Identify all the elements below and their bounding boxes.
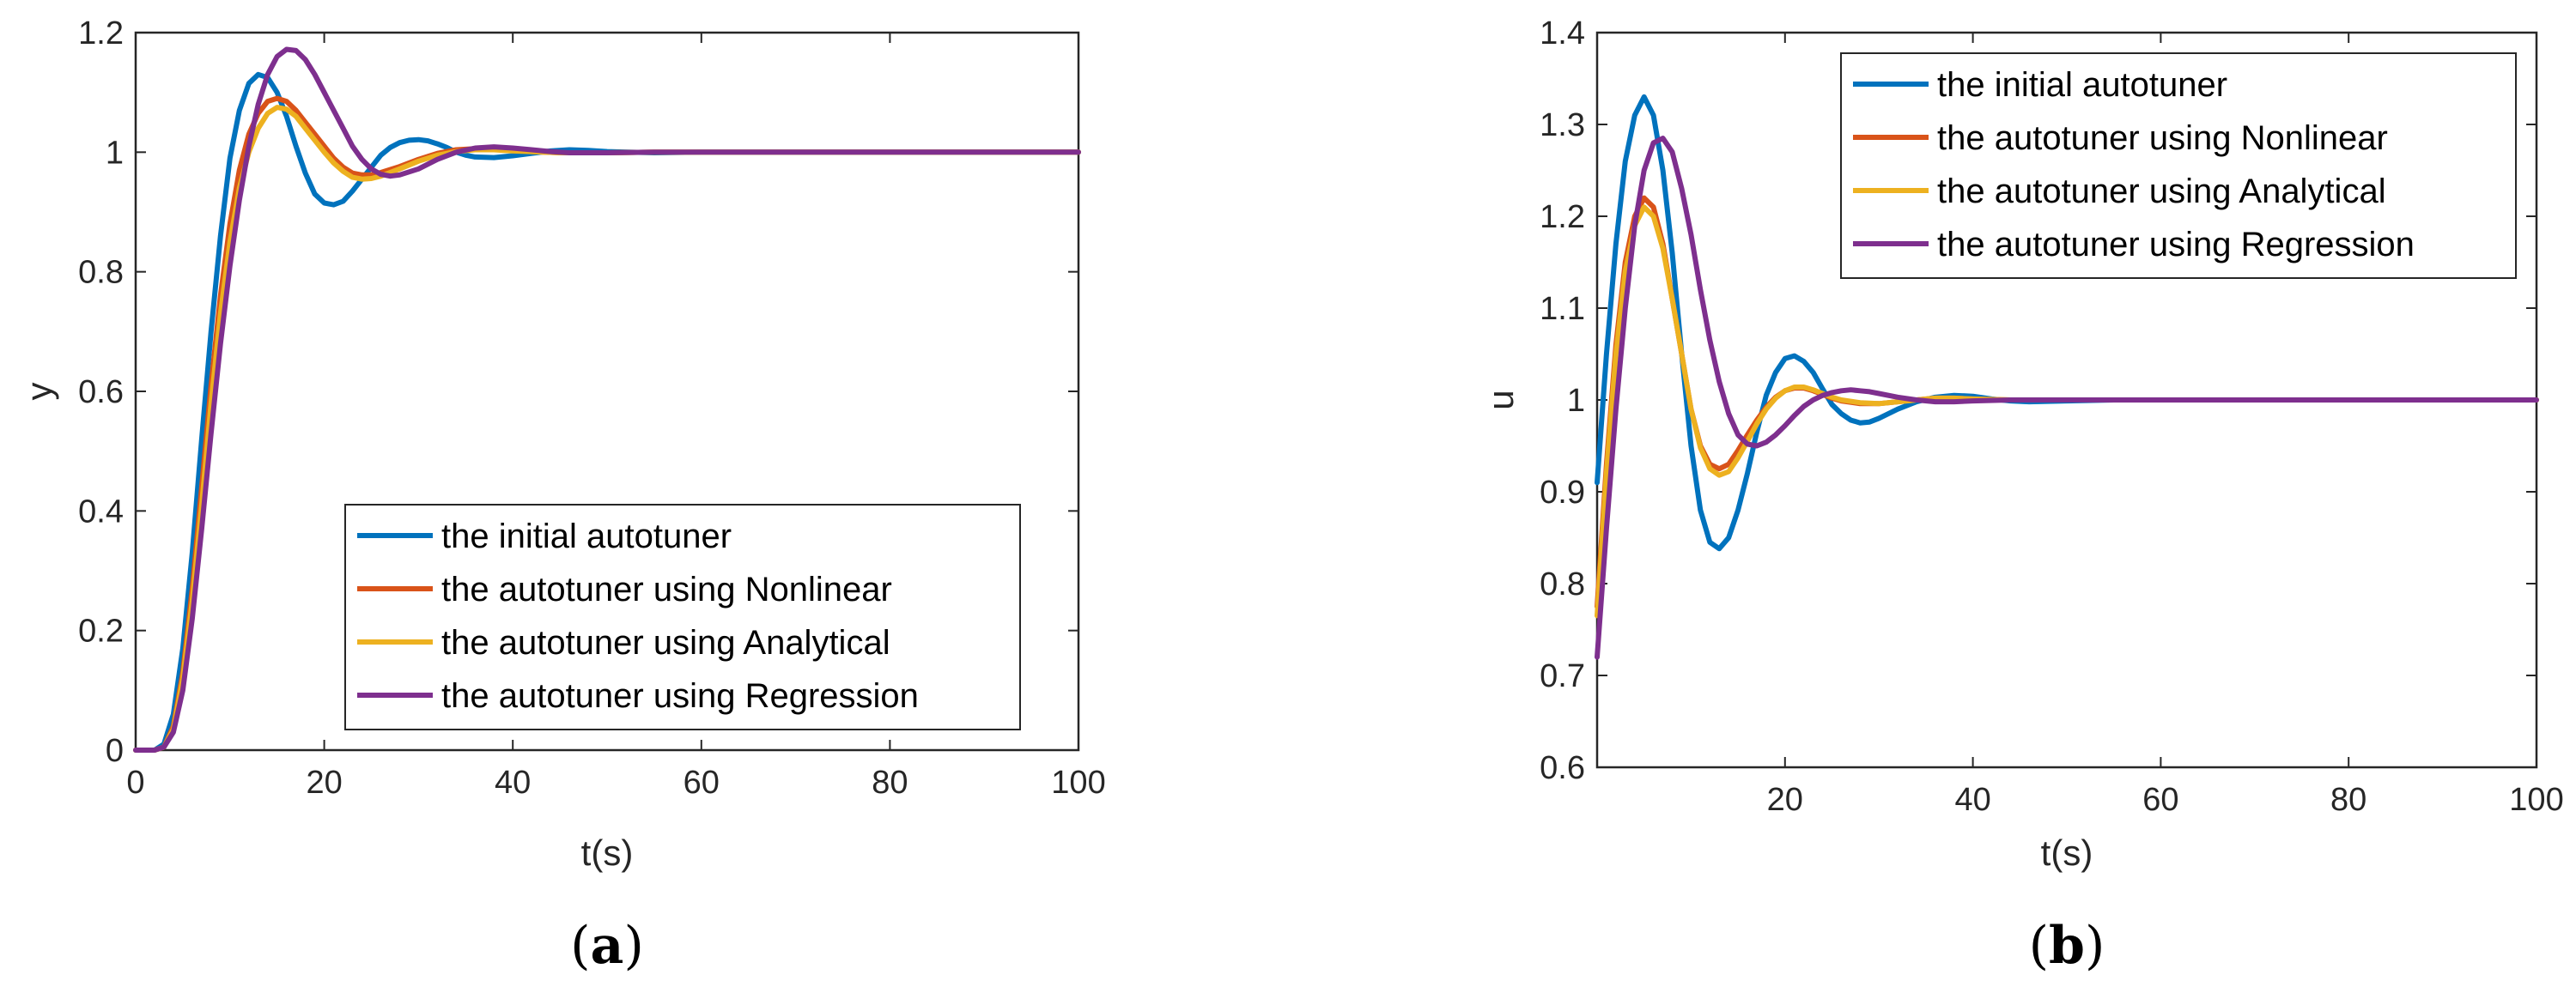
x-tick-label: 40: [495, 765, 531, 801]
legend-label-nonlinear: the autotuner using Nonlinear: [441, 571, 892, 609]
y-tick-label: 0: [106, 733, 124, 769]
legend-label-initial: the initial autotuner: [1937, 66, 2227, 104]
legend-items-b: the initial autotuner the autotuner using…: [1853, 66, 2415, 263]
y-tick-label: 1.3: [1540, 107, 1585, 143]
chart-b: 20 40 60 80 100 0.6 0.7 0.8 0.9 1 1.1 1.2 1.3 1.4 t(s…: [1480, 15, 2564, 976]
y-axis-label-b: u: [1480, 390, 1521, 409]
x-tick-label: 20: [306, 765, 342, 801]
y-tick-label: 0.6: [1540, 750, 1585, 786]
legend-label-regression: the autotuner using Regression: [1937, 226, 2415, 263]
panel-label-a: (a): [570, 916, 644, 976]
x-axis-label-a: t(s): [581, 833, 634, 873]
y-axis-label-a: y: [19, 383, 59, 401]
series-lines-b: [1595, 94, 2539, 660]
x-tick-label: 60: [2142, 782, 2178, 818]
y-tick-label: 0.2: [78, 614, 124, 650]
legend-box-b: [1840, 52, 2517, 279]
legend-a: the initial autotuner the autotuner using…: [344, 504, 1021, 730]
series-line-regression: [1595, 136, 2539, 660]
ticks-a: 0 20 40 60 80 100 0 0.2 0.4 0.6 0.8 1 1.2: [78, 15, 1106, 801]
y-tick-label: 1.1: [1540, 291, 1585, 327]
x-tick-label: 20: [1767, 782, 1803, 818]
y-tick-label: 0.4: [78, 494, 124, 530]
legend-label-regression: the autotuner using Regression: [441, 677, 919, 715]
y-tick-label: 0.8: [1540, 566, 1585, 602]
y-tick-label: 0.8: [78, 255, 124, 291]
x-tick-label: 100: [1051, 765, 1105, 801]
y-tick-label: 1.2: [1540, 199, 1585, 235]
x-tick-label: 40: [1954, 782, 1990, 818]
legend-label-initial: the initial autotuner: [441, 518, 732, 555]
x-tick-label: 80: [2330, 782, 2366, 818]
y-tick-label: 1: [106, 135, 124, 171]
ticks-b: 20 40 60 80 100 0.6 0.7 0.8 0.9 1 1.1 1.2 1.3 1.4: [1540, 15, 2564, 818]
y-tick-label: 1.4: [1540, 15, 1585, 51]
y-tick-label: 0.7: [1540, 658, 1585, 694]
legend-items-a: the initial autotuner the autotuner using…: [357, 518, 919, 715]
x-tick-label: 60: [683, 765, 720, 801]
legend-b: the initial autotuner the autotuner using…: [1840, 52, 2517, 279]
legend-box-a: [344, 504, 1021, 730]
x-tick-label: 0: [126, 765, 144, 801]
y-tick-label: 1.2: [78, 15, 124, 51]
panel-label-b: (b): [2029, 916, 2105, 976]
legend-label-analytical: the autotuner using Analytical: [1937, 173, 2386, 210]
y-tick-label: 0.9: [1540, 475, 1585, 511]
x-axis-label-b: t(s): [2041, 833, 2093, 873]
y-tick-label: 1: [1567, 383, 1585, 419]
y-tick-label: 0.6: [78, 374, 124, 410]
chart-a: 0 20 40 60 80 100 0 0.2 0.4 0.6 0.8 1 1.2 t(s) y the…: [19, 15, 1106, 976]
legend-label-nonlinear: the autotuner using Nonlinear: [1937, 119, 2388, 157]
x-tick-label: 100: [2509, 782, 2563, 818]
legend-label-analytical: the autotuner using Analytical: [441, 624, 890, 662]
x-tick-label: 80: [872, 765, 908, 801]
series-line-regression: [133, 46, 1081, 753]
series-lines-a: [133, 46, 1081, 753]
